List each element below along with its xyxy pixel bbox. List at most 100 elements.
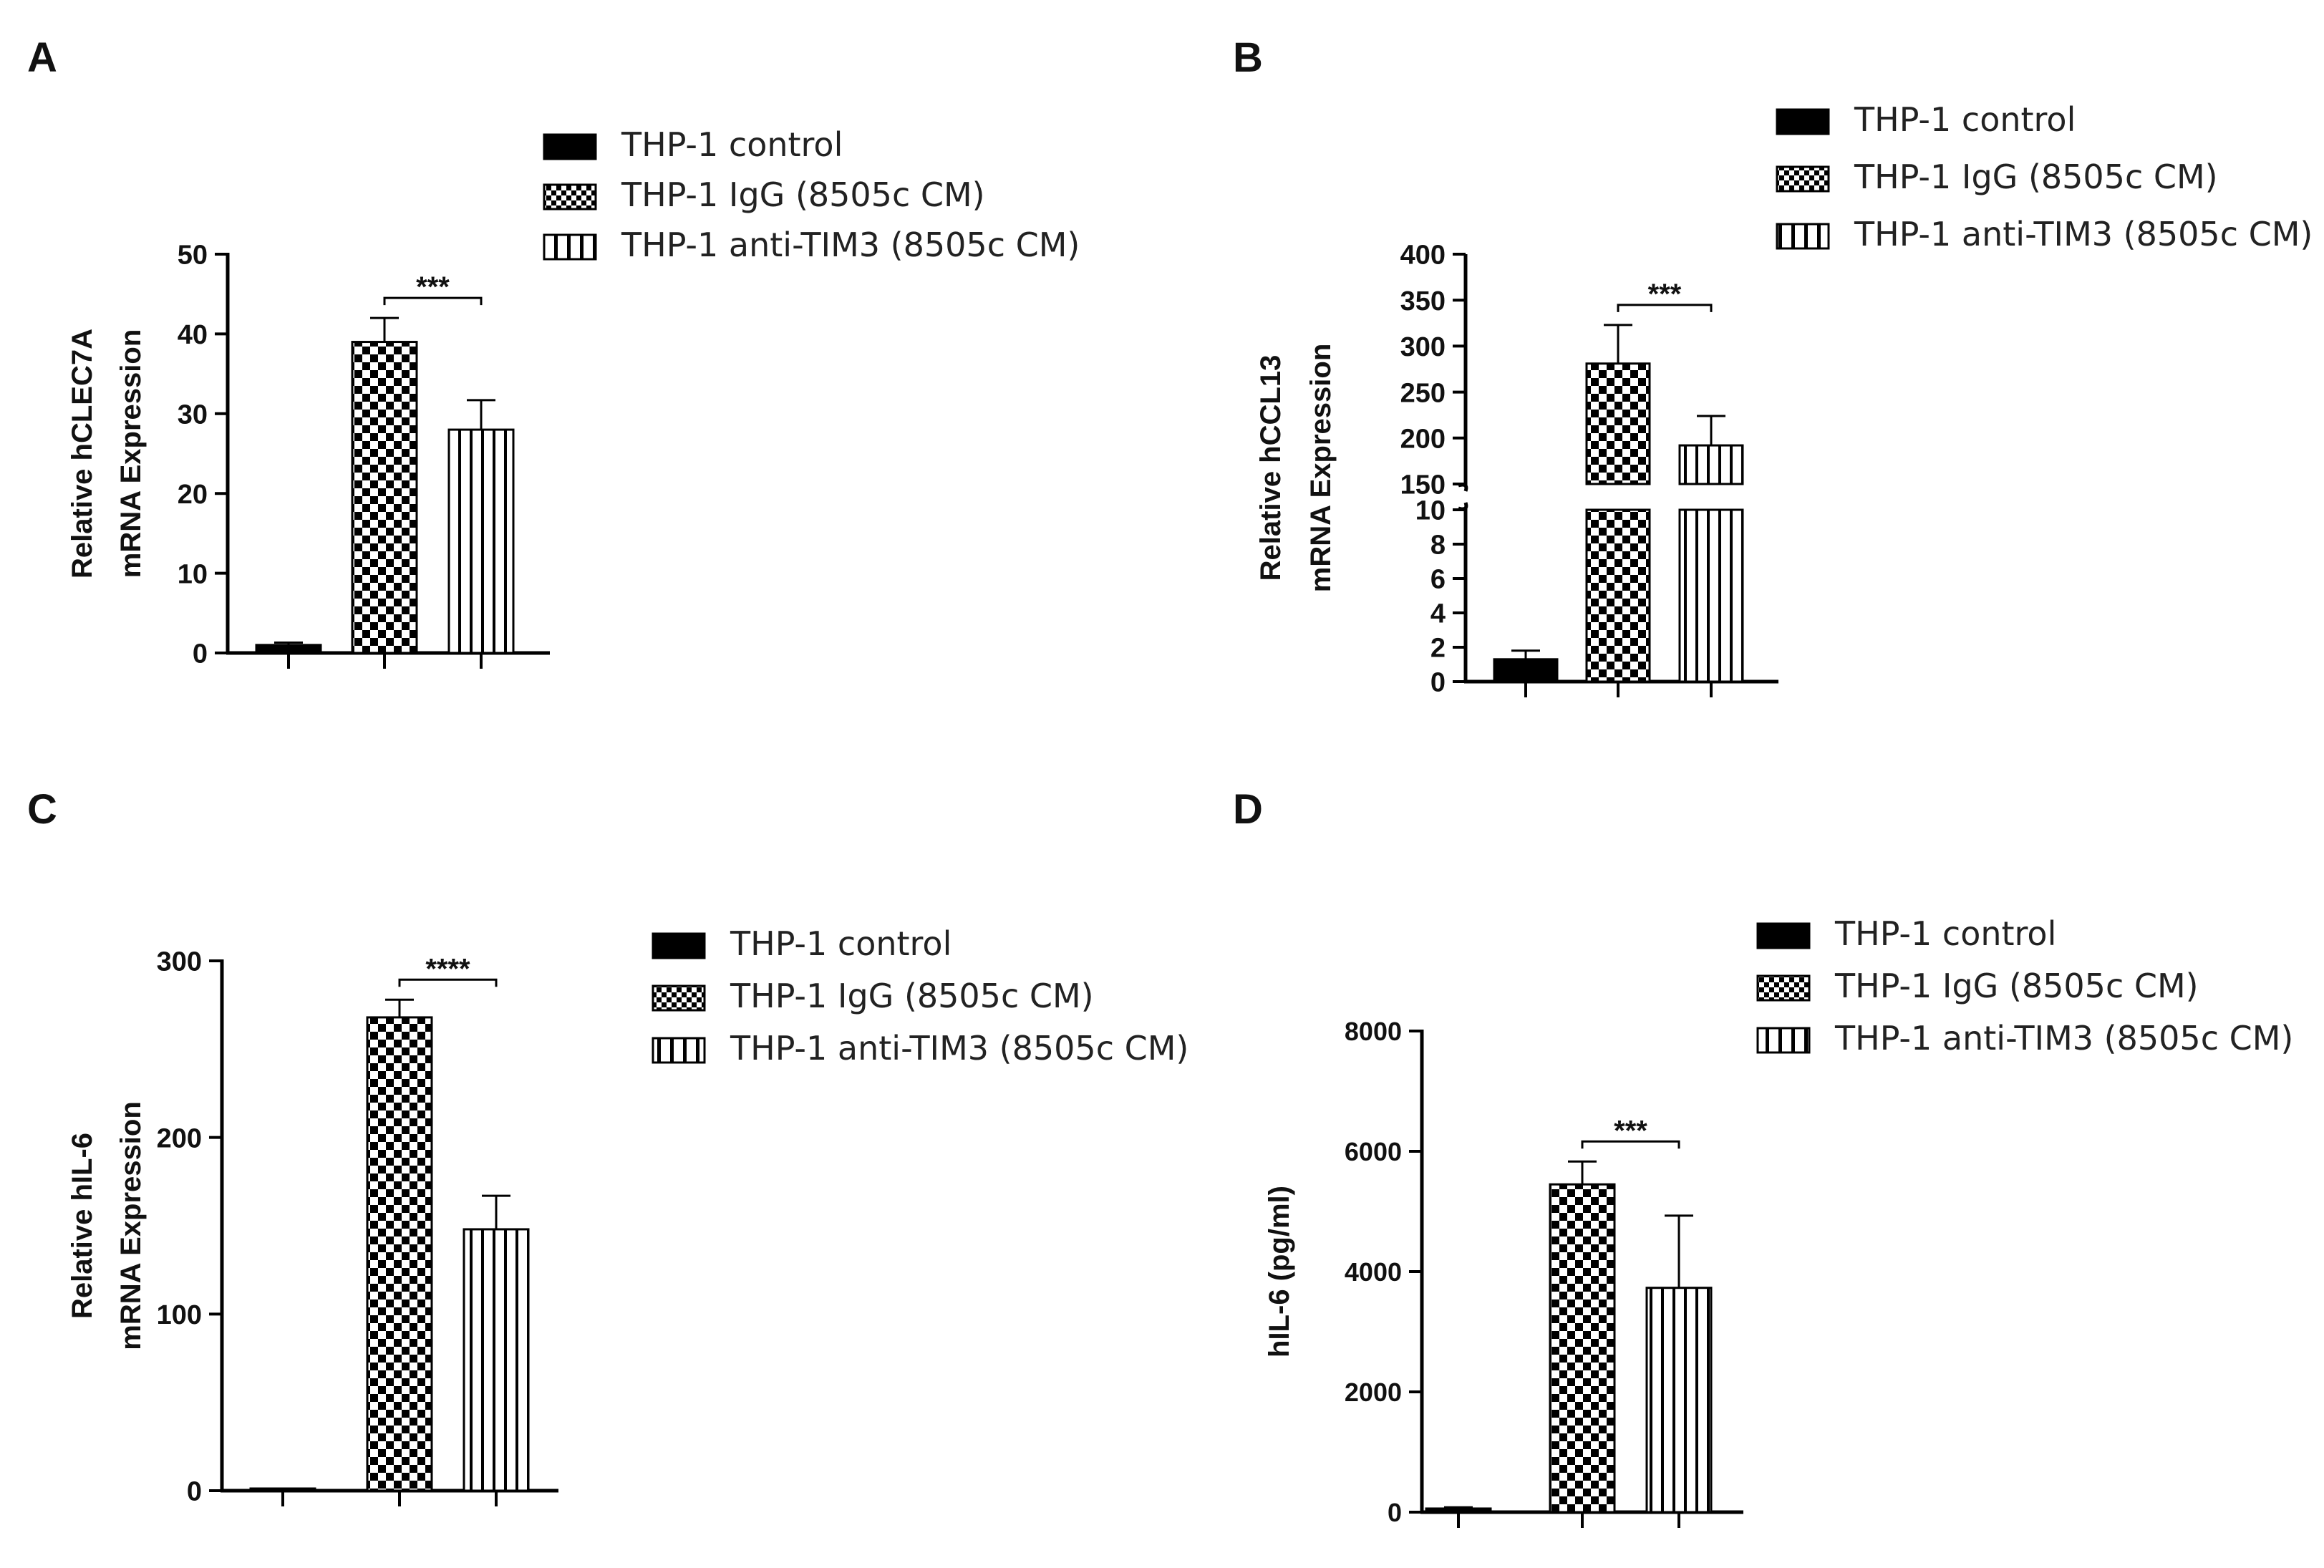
significance-bracket <box>383 296 483 306</box>
y-tick-label: 300 <box>157 947 202 977</box>
y-tick-label: 200 <box>157 1123 202 1153</box>
legend-swatch <box>652 984 706 1012</box>
y-axis-label-line1: Relative hIL-6 <box>67 1133 98 1319</box>
y-axis-label: Relative hCLEC7A mRNA Expression <box>67 329 147 579</box>
legend-swatch <box>1776 223 1830 250</box>
y-axis-label-line1: hIL-6 (pg/ml) <box>1264 1186 1295 1358</box>
panel-letter-b: B <box>1233 34 1263 81</box>
y-tick-label: 0 <box>1430 668 1446 698</box>
significance-label: **** <box>425 953 470 984</box>
bar <box>1493 658 1559 683</box>
bar <box>1549 1183 1616 1514</box>
bar <box>1678 444 1744 485</box>
panel-letter-a: A <box>27 34 57 81</box>
bars <box>249 998 530 1492</box>
legend-label: THP-1 control <box>621 125 843 164</box>
y-tick-label: 30 <box>178 400 208 430</box>
legend-label: THP-1 anti-TIM3 (8505c CM) <box>1834 1019 2293 1058</box>
y-axis-label-line2: mRNA Expression <box>1305 344 1337 593</box>
y-tick-label: 6 <box>1430 565 1446 595</box>
y-tick-label: 0 <box>1388 1498 1402 1527</box>
y-axis-label: hIL-6 (pg/ml) <box>1264 1186 1295 1358</box>
panel-letter-d: D <box>1233 786 1263 833</box>
bar-segment-lower <box>1585 508 1651 683</box>
bar <box>255 644 322 654</box>
legend-label: THP-1 control <box>730 924 952 963</box>
bar <box>463 1228 530 1492</box>
bar <box>447 428 515 654</box>
bar <box>351 341 418 654</box>
y-tick-label: 20 <box>178 480 208 510</box>
y-axis-label-line2: mRNA Expression <box>115 329 147 579</box>
legend-swatch <box>1756 922 1811 949</box>
y-tick-label: 350 <box>1400 286 1446 316</box>
y-tick-label: 400 <box>1400 241 1446 271</box>
legend-swatch <box>543 183 597 210</box>
bar <box>249 1487 316 1492</box>
y-axis-label: Relative hIL-6 mRNA Expression <box>67 1101 147 1350</box>
bar <box>366 1016 433 1492</box>
legend-swatch <box>652 1037 706 1064</box>
y-tick-label: 50 <box>178 241 208 271</box>
y-tick-label: 0 <box>187 1477 202 1507</box>
significance-label: *** <box>416 271 450 303</box>
legend-swatch <box>1776 165 1830 193</box>
y-axis-label-line1: Relative hCLEC7A <box>67 329 98 579</box>
significance-bracket <box>1581 1140 1680 1149</box>
y-tick-label: 0 <box>193 639 208 669</box>
y-tick-label: 200 <box>1400 424 1446 454</box>
panel-b: B THP-1 control THP-1 IgG (8505c CM) THP-1 … <box>1233 34 2313 698</box>
bar <box>1585 362 1651 485</box>
significance-bracket <box>398 978 498 987</box>
bar-segment-lower <box>1678 508 1744 683</box>
y-tick-label: 10 <box>178 559 208 589</box>
y-tick-label: 8 <box>1430 531 1446 561</box>
bars <box>255 316 515 654</box>
significance-bracket <box>1617 304 1713 312</box>
legend-label: THP-1 control <box>1854 100 2076 139</box>
y-tick-label: 4 <box>1430 599 1446 629</box>
y-tick-label: 250 <box>1400 378 1446 408</box>
legend-label: THP-1 anti-TIM3 (8505c CM) <box>730 1029 1188 1068</box>
panel-c: C THP-1 control THP-1 IgG (8505c CM) THP-1 … <box>27 786 1188 1507</box>
legend-label: THP-1 anti-TIM3 (8505c CM) <box>1854 215 2313 253</box>
legend-label: THP-1 IgG (8505c CM) <box>1854 158 2218 196</box>
legend-label: THP-1 anti-TIM3 (8505c CM) <box>621 226 1080 264</box>
axes: 0 2000 4000 6000 8000 <box>1345 1017 1743 1528</box>
legend-swatch <box>1756 1027 1811 1054</box>
bars <box>1425 1160 1713 1514</box>
legend-swatch <box>1776 108 1830 135</box>
bar <box>1645 1287 1713 1514</box>
panel-a: A THP-1 control THP-1 IgG (8505c CM) THP-1 … <box>27 34 1080 669</box>
panel-letter-c: C <box>27 786 57 833</box>
y-tick-label: 8000 <box>1345 1017 1402 1046</box>
y-tick-label: 4000 <box>1345 1257 1402 1287</box>
axis-break-mark <box>1458 483 1468 492</box>
y-tick-label: 40 <box>178 320 208 350</box>
bars <box>1493 324 1744 683</box>
legend-swatch <box>652 932 706 959</box>
y-tick-label: 150 <box>1400 470 1446 500</box>
legend-label: THP-1 IgG (8505c CM) <box>1834 967 2199 1005</box>
y-tick-label: 6000 <box>1345 1137 1402 1166</box>
legend-label: THP-1 IgG (8505c CM) <box>621 175 985 214</box>
y-axis-label: Relative hCCL13 mRNA Expression <box>1255 344 1337 593</box>
legend-label: THP-1 IgG (8505c CM) <box>730 977 1094 1015</box>
legend-swatch <box>543 133 597 160</box>
y-axis-label-line2: mRNA Expression <box>115 1101 147 1350</box>
y-axis-label-line1: Relative hCCL13 <box>1255 355 1287 581</box>
y-tick-label: 2 <box>1430 634 1446 664</box>
significance-label: *** <box>1614 1115 1647 1146</box>
y-tick-label: 300 <box>1400 332 1446 362</box>
significance-label: *** <box>1648 279 1682 310</box>
panel-d: D THP-1 control THP-1 IgG (8505c CM) THP-1 … <box>1233 786 2293 1528</box>
y-tick-label: 100 <box>157 1300 202 1330</box>
y-tick-label: 10 <box>1415 496 1446 526</box>
legend-swatch <box>543 233 597 261</box>
legend-swatch <box>1756 974 1811 1002</box>
legend-label: THP-1 control <box>1834 914 2056 953</box>
y-tick-label: 2000 <box>1345 1378 1402 1407</box>
bar <box>1425 1507 1492 1514</box>
axis-break-mark <box>1458 502 1468 511</box>
